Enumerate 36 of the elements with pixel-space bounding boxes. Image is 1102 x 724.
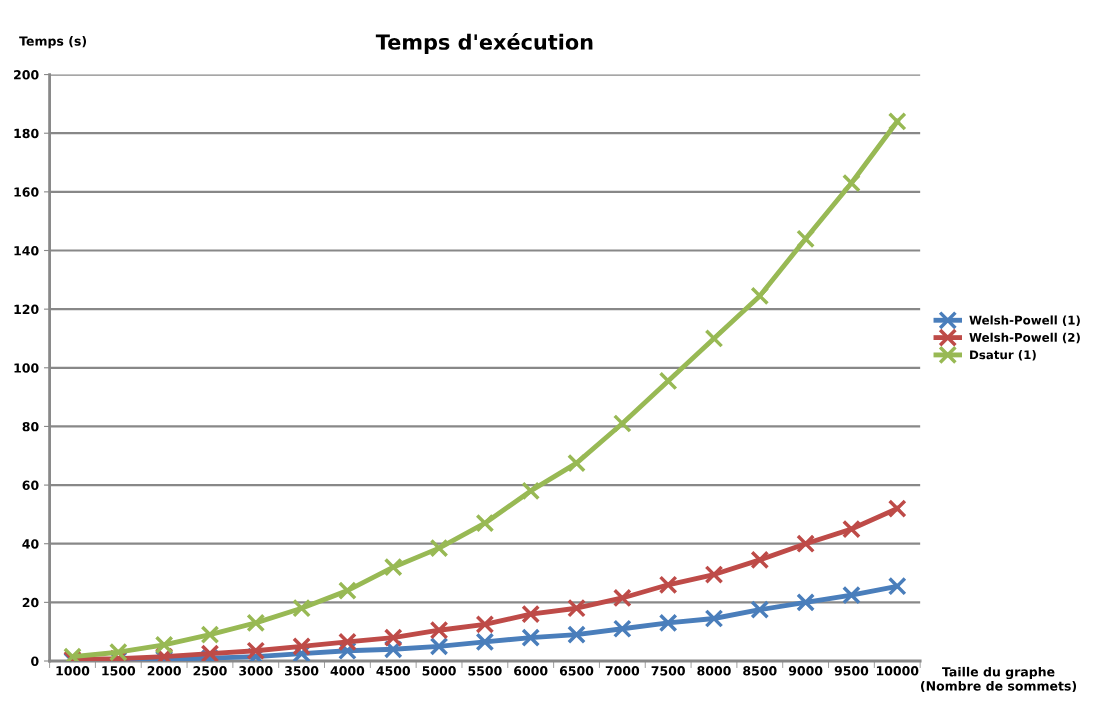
x-tick-label: 2000 <box>147 666 181 676</box>
y-tick-label: 160 <box>14 187 39 197</box>
y-tick-label: 200 <box>14 70 39 80</box>
x-tick-label: 7500 <box>651 666 685 676</box>
y-tick-label: 40 <box>22 539 39 549</box>
legend-label: Dsatur (1) <box>970 350 1036 361</box>
x-axis-title: Taille du graphe (Nombre de sommets) <box>921 666 1077 693</box>
x-tick-label: 7000 <box>605 666 640 676</box>
x-tick-label: 3500 <box>285 666 319 676</box>
y-tick-label: 120 <box>14 304 39 315</box>
x-tick-label: 1500 <box>102 666 136 676</box>
x-tick-label: 9500 <box>834 666 869 676</box>
x-tick-label: 5000 <box>422 666 456 676</box>
x-tick-label: 8000 <box>697 666 731 676</box>
y-tick-label: 80 <box>22 421 39 432</box>
x-tick-label: 4500 <box>376 666 411 676</box>
y-tick-label: 180 <box>14 128 39 139</box>
x-tick-label: 6500 <box>559 666 594 676</box>
y-tick-label: 20 <box>22 597 39 608</box>
legend-label: Welsh-Powell (1) <box>969 315 1080 326</box>
y-tick-label: 140 <box>14 245 39 256</box>
y-tick-label: 100 <box>14 363 39 373</box>
x-tick-label: 3000 <box>239 666 273 676</box>
legend-label: Welsh-Powell (2) <box>969 332 1080 344</box>
x-tick-label: 10000 <box>876 666 919 676</box>
x-tick-label: 8500 <box>743 666 777 676</box>
y-tick-label: 0 <box>31 656 39 666</box>
x-tick-label: 2500 <box>193 666 227 676</box>
x-tick-label: 4000 <box>330 666 365 676</box>
y-axis-title: Temps (s) <box>19 36 87 49</box>
chart-title: Temps d'exécution <box>375 32 593 54</box>
x-tick-label: 1000 <box>56 666 90 676</box>
y-tick-label: 60 <box>22 480 39 491</box>
x-tick-label: 9000 <box>788 666 823 676</box>
x-tick-label: 6000 <box>514 666 548 676</box>
x-tick-label: 5500 <box>468 666 502 676</box>
